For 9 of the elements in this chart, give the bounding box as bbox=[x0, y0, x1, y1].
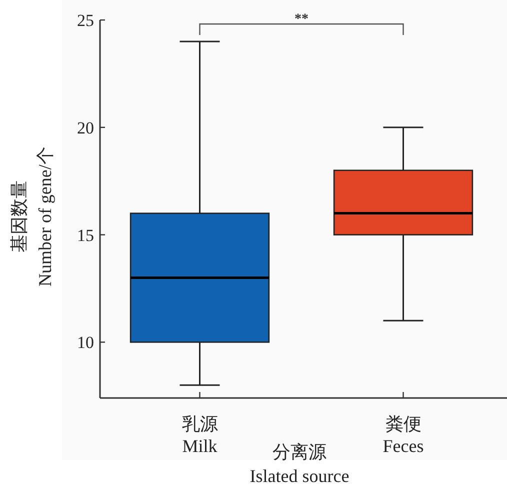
x-axis-title: 分离源 Islated source bbox=[250, 442, 350, 486]
x-tick-label: 乳源 Milk bbox=[182, 414, 218, 456]
y-tick-label: 15 bbox=[77, 226, 94, 245]
y-axis-title: 基因数量 Number of gene/个 bbox=[9, 146, 55, 287]
y-tick-label: 20 bbox=[77, 118, 94, 138]
y-tick-label: 10 bbox=[77, 333, 94, 352]
x-tick-label: 粪便 Feces bbox=[382, 414, 424, 456]
y-tick-label: 25 bbox=[77, 11, 94, 30]
annotation: ** bbox=[294, 12, 308, 27]
